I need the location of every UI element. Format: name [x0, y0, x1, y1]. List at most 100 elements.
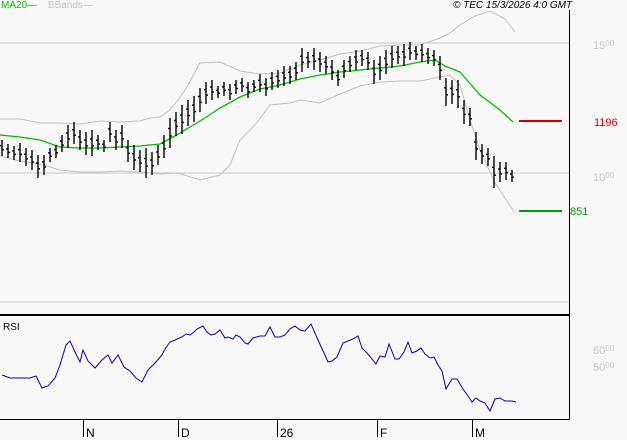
- x-tick-label-26: 26: [280, 426, 294, 440]
- bollinger-bands: [0, 10, 516, 214]
- ohlc-bar: [270, 72, 274, 90]
- ohlc-bar: [366, 52, 370, 70]
- ohlc-bar: [42, 155, 46, 175]
- ohlc-bar: [372, 60, 376, 84]
- copyright-timestamp: © TEC 15/3/2026 4:0 GMT: [453, 0, 573, 11]
- rsi-tick-50: 5000: [593, 361, 615, 374]
- rsi-title: RSI: [3, 322, 20, 333]
- ohlc-bar: [54, 145, 58, 158]
- ohlc-bar: [336, 70, 340, 86]
- ohlc-bar: [102, 140, 106, 152]
- ohlc-bar: [144, 148, 148, 178]
- ohlc-bar: [408, 42, 412, 60]
- ohlc-bar: [294, 62, 298, 80]
- legend-bbands: BBands—: [47, 0, 93, 11]
- ohlc-bar: [360, 50, 364, 66]
- ohlc-bar: [0, 140, 4, 156]
- ohlc-bar: [444, 78, 448, 106]
- ohlc-bar: [210, 80, 214, 100]
- ohlc-bar: [36, 155, 40, 178]
- ohlc-bar: [426, 48, 430, 64]
- ohlc-bar: [120, 125, 124, 148]
- rsi-tick-60: 6000: [593, 344, 615, 357]
- ohlc-bar: [108, 122, 112, 142]
- ohlc-bar: [252, 80, 256, 92]
- ohlc-bar: [48, 148, 52, 162]
- ohlc-bar: [246, 82, 250, 98]
- ohlc-bar: [486, 148, 490, 166]
- x-tick-label-n: N: [86, 426, 95, 440]
- ohlc-bar: [186, 100, 190, 126]
- ohlc-bar: [30, 150, 34, 170]
- ohlc-bar: [132, 145, 136, 170]
- ohlc-bar: [204, 82, 208, 104]
- ohlc-bar: [384, 50, 388, 74]
- resistance-label: 1196: [594, 117, 618, 129]
- ohlc-bar: [228, 84, 232, 100]
- y-tick-1000: 1000: [593, 171, 615, 184]
- ohlc-bar: [174, 112, 178, 136]
- ohlc-bar: [342, 60, 346, 78]
- ohlc-bar: [312, 48, 316, 70]
- ohlc-bar: [462, 100, 466, 124]
- ohlc-bar: [264, 78, 268, 96]
- ohlc-bar: [234, 80, 238, 94]
- x-tick-label-d: D: [181, 426, 190, 440]
- ohlc-bar: [504, 162, 508, 180]
- ohlc-bar: [24, 148, 28, 166]
- ohlc-bar: [180, 105, 184, 134]
- ohlc-bar: [276, 70, 280, 88]
- legend-ma20: MA20—: [1, 0, 38, 11]
- ohlc-bar: [498, 162, 502, 182]
- ohlc-bar: [348, 56, 352, 72]
- ohlc-bar: [432, 50, 436, 66]
- ohlc-bar: [240, 78, 244, 92]
- ohlc-bar: [378, 56, 382, 80]
- bbands-lower-line: [0, 74, 516, 214]
- ohlc-bar: [420, 44, 424, 62]
- ohlc-bar: [468, 108, 472, 126]
- x-tick-label-m: M: [475, 426, 485, 440]
- rsi-line: [1, 323, 517, 413]
- ohlc-bar: [258, 74, 262, 92]
- ohlc-bars: [0, 42, 514, 188]
- ohlc-bar: [390, 46, 394, 68]
- ohlc-bar: [66, 125, 70, 148]
- ohlc-bar: [162, 135, 166, 158]
- ohlc-bar: [438, 56, 442, 80]
- ohlc-bar: [198, 88, 202, 112]
- ohlc-bar: [456, 80, 460, 108]
- ohlc-bar: [18, 143, 22, 162]
- ohlc-bar: [402, 44, 406, 66]
- ohlc-bar: [282, 66, 286, 86]
- ohlc-bar: [480, 144, 484, 164]
- ohlc-bar: [492, 156, 496, 188]
- ohlc-bar: [414, 46, 418, 60]
- bbands-upper-line: [0, 10, 516, 125]
- ohlc-bar: [60, 135, 64, 152]
- ohlc-bar: [324, 56, 328, 74]
- ohlc-bar: [114, 130, 118, 150]
- rsi-line: [1, 323, 517, 413]
- ohlc-bar: [168, 118, 172, 148]
- ohlc-bar: [150, 152, 154, 175]
- ohlc-bar: [288, 66, 292, 84]
- ohlc-bar: [510, 170, 514, 182]
- ohlc-bar: [96, 135, 100, 150]
- ohlc-bar: [216, 86, 220, 98]
- ohlc-bar: [72, 122, 76, 144]
- ohlc-bar: [12, 146, 16, 160]
- ohlc-bar: [330, 60, 334, 80]
- ohlc-bar: [156, 145, 160, 165]
- support-resistance-levels: [519, 120, 562, 212]
- ohlc-bar: [318, 52, 322, 72]
- ohlc-bar: [396, 46, 400, 64]
- support-label: 851: [570, 206, 589, 218]
- x-axis-ticks: [83, 420, 473, 437]
- y-tick-1500: 1500: [593, 39, 615, 52]
- ohlc-bar: [90, 130, 94, 156]
- ohlc-bar: [84, 132, 88, 155]
- ohlc-bar: [474, 132, 478, 160]
- ohlc-bar: [306, 52, 310, 68]
